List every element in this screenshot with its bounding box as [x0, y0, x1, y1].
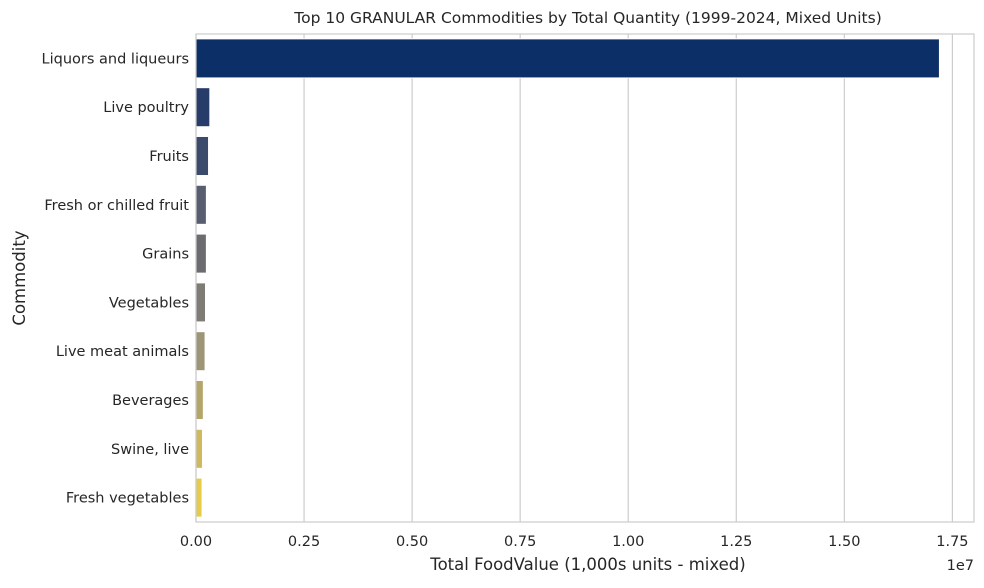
x-offset-label: 1e7	[947, 558, 974, 574]
x-tick-label: 0.00	[180, 534, 212, 550]
plot-frame	[195, 33, 975, 523]
y-tick-label: Grains	[142, 247, 189, 263]
bar	[195, 428, 203, 469]
bar	[195, 87, 211, 128]
bar	[195, 379, 204, 421]
y-tick-label: Live meat animals	[56, 344, 189, 360]
bar	[195, 477, 203, 518]
bar	[195, 135, 210, 177]
x-tick-label: 0.50	[396, 534, 428, 550]
y-tick-label: Fruits	[149, 149, 189, 165]
x-tick-label: 0.75	[504, 534, 536, 550]
bar-layer	[195, 38, 940, 518]
y-tick-label: Beverages	[112, 393, 189, 409]
x-tick-label: 1.75	[936, 534, 968, 550]
bar	[195, 38, 940, 79]
x-tick-label: 1.00	[612, 534, 644, 550]
y-tick-label: Fresh or chilled fruit	[44, 198, 189, 214]
bar	[195, 282, 207, 323]
y-tick-label: Vegetables	[109, 295, 189, 311]
x-axis-label: Total FoodValue (1,000s units - mixed)	[429, 555, 745, 574]
x-tick-label: 1.25	[720, 534, 752, 550]
x-tick-labels: 0.00 0.25 0.50 0.75 1.00 1.25 1.50 1.75	[180, 534, 969, 550]
bar	[195, 233, 207, 274]
y-tick-label: Swine, live	[111, 442, 189, 458]
bar	[195, 184, 207, 225]
y-tick-label: Fresh vegetables	[66, 491, 189, 507]
y-tick-label: Live poultry	[103, 100, 189, 116]
bar	[195, 331, 206, 372]
grid-layer	[195, 34, 953, 522]
y-axis-label: Commodity	[10, 230, 29, 325]
chart-title: Top 10 GRANULAR Commodities by Total Qua…	[293, 9, 882, 27]
y-tick-labels: Liquors and liqueurs Live poultry Fruits Fr…	[42, 51, 190, 506]
x-tick-label: 1.50	[828, 534, 860, 550]
x-tick-label: 0.25	[288, 534, 320, 550]
y-tick-label: Liquors and liqueurs	[42, 51, 189, 67]
